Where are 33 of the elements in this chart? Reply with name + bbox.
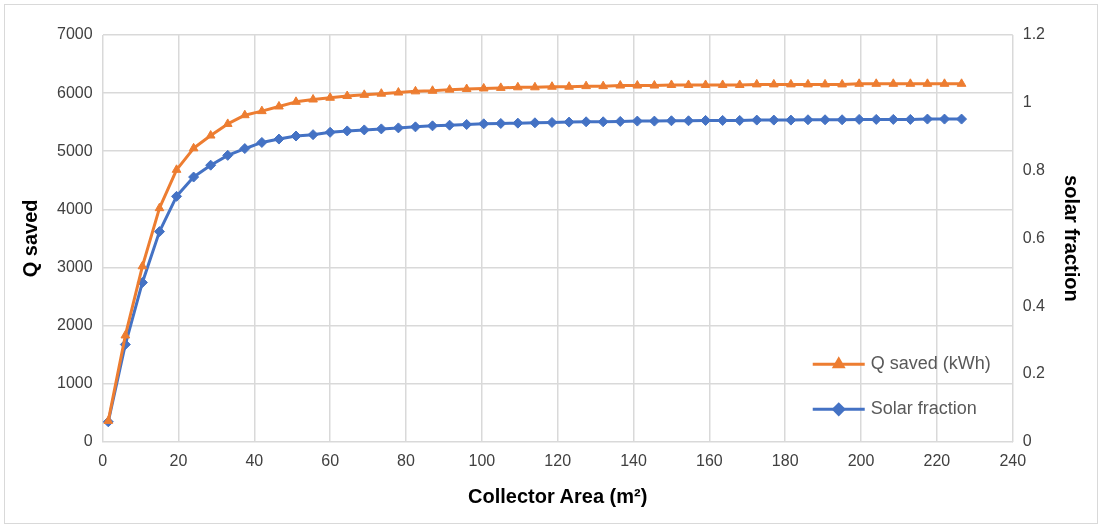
y2-tick-label: 0: [1022, 432, 1032, 450]
x-axis-title: Collector Area (m²): [468, 484, 648, 507]
y-tick-label: 0: [83, 432, 93, 450]
legend-label: Solar fraction: [870, 398, 977, 419]
y-tick-label: 6000: [57, 83, 93, 101]
legend-label: Q saved (kWh): [870, 353, 991, 374]
x-tick-label: 100: [468, 451, 496, 469]
x-tick-label: 240: [999, 451, 1027, 469]
x-tick-label: 0: [98, 451, 108, 469]
y2-tick-label: 0.6: [1022, 228, 1046, 246]
y-tick-label: 2000: [57, 315, 93, 333]
x-tick-label: 180: [771, 451, 799, 469]
x-tick-label: 120: [544, 451, 572, 469]
x-tick-label: 220: [923, 451, 951, 469]
y2-tick-label: 1: [1022, 93, 1032, 111]
x-tick-label: 140: [620, 451, 647, 469]
x-tick-label: 160: [696, 451, 723, 469]
x-tick-label: 80: [397, 451, 415, 469]
x-tick-label: 40: [245, 451, 264, 469]
y2-tick-label: 0.4: [1022, 296, 1046, 314]
y-tick-label: 7000: [57, 25, 93, 43]
y-tick-label: 3000: [57, 257, 93, 275]
y2-tick-label: 0.8: [1022, 161, 1046, 179]
y2-tick-label: 1.2: [1022, 25, 1046, 43]
y2-tick-label: 0.2: [1022, 364, 1046, 382]
y-tick-label: 5000: [57, 141, 93, 159]
y-tick-label: 1000: [57, 374, 93, 392]
x-tick-label: 200: [847, 451, 875, 469]
y-tick-label: 4000: [57, 199, 93, 217]
x-tick-label: 20: [169, 451, 188, 469]
y2-axis-title: solar fraction: [1061, 175, 1084, 302]
y-axis-title: Q saved: [18, 199, 41, 278]
x-tick-label: 60: [321, 451, 340, 469]
